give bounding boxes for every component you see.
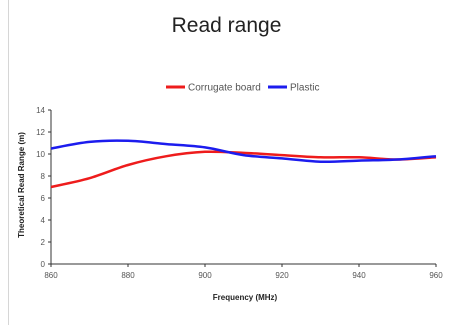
x-tick-label: 900	[198, 271, 212, 280]
series-layer	[50, 139, 437, 189]
y-tick-label: 0	[41, 260, 46, 269]
y-axis-label: Theoretical Read Range (m)	[17, 132, 26, 238]
y-tick-label: 10	[36, 150, 45, 159]
x-axis-label: Frequency (MHz)	[213, 293, 278, 302]
legend-label-0: Corrugate board	[188, 83, 261, 94]
x-tick-label: 940	[352, 271, 366, 280]
x-tick-label: 960	[429, 271, 443, 280]
chart-axes: 0 2 4 6 8 10 12 14 860 880 900 920 940 960	[36, 106, 443, 280]
y-tick-label: 8	[41, 172, 46, 181]
series-line-0	[50, 150, 437, 189]
x-tick-label: 880	[121, 271, 135, 280]
x-tick-label: 860	[44, 271, 58, 280]
y-tick-label: 6	[41, 194, 46, 203]
x-tick-label: 920	[275, 271, 289, 280]
left-border-line	[8, 0, 9, 325]
legend: Corrugate board Plastic	[166, 83, 319, 94]
y-tick-label: 12	[36, 128, 45, 137]
legend-label-1: Plastic	[290, 83, 319, 94]
y-tick-label: 4	[41, 216, 46, 225]
y-tick-label: 2	[41, 238, 46, 247]
series-line-1	[50, 139, 437, 164]
y-tick-label: 14	[36, 106, 45, 115]
chart-title: Read range	[171, 14, 282, 37]
